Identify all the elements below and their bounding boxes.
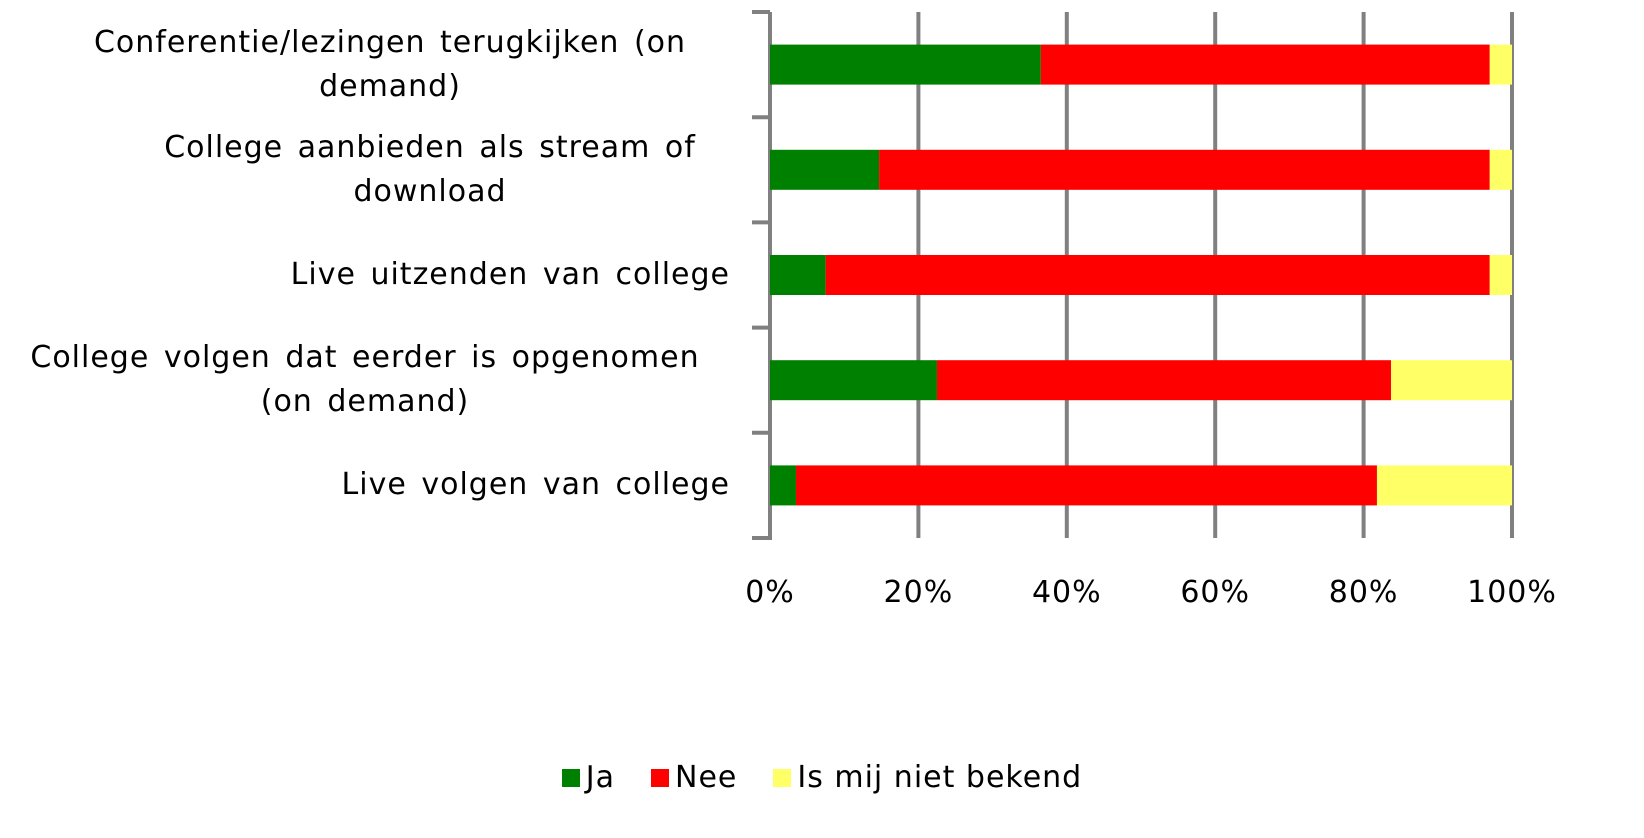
legend-swatch xyxy=(651,769,669,787)
legend-item: Nee xyxy=(651,760,737,795)
legend-label: Ja xyxy=(585,760,615,795)
bar-segment xyxy=(770,255,826,295)
bar-segment xyxy=(825,255,1490,295)
x-tick-label: 60% xyxy=(1180,575,1251,610)
category-label: College aanbieden als stream of download xyxy=(164,129,696,209)
x-tick-label: 100% xyxy=(1467,575,1557,610)
bar-segment xyxy=(1040,44,1490,85)
bar-segment xyxy=(1489,149,1512,190)
category-label: Conferentie/lezingen terugkijken (on dem… xyxy=(93,24,687,104)
legend-swatch xyxy=(561,769,580,787)
bar-segment xyxy=(770,465,796,506)
category-label: Live volgen van college xyxy=(341,467,730,503)
category-label: Live uitzenden van college xyxy=(290,257,730,292)
legend-label: Is mij niet bekend xyxy=(797,760,1083,795)
x-tick-label: 40% xyxy=(1031,575,1102,610)
legend: Ja Nee Is mij niet bekend xyxy=(0,760,1644,795)
bar-segment xyxy=(1489,255,1512,295)
x-tick-label: 20% xyxy=(883,575,954,610)
bar-segment xyxy=(770,360,937,401)
bar-segment xyxy=(1489,44,1512,85)
bar-segment xyxy=(795,465,1377,506)
x-tick-label: 0% xyxy=(745,575,795,610)
bar-segment xyxy=(1391,360,1512,401)
legend-label: Nee xyxy=(675,760,738,795)
legend-swatch xyxy=(773,769,792,787)
bar-segment xyxy=(1376,465,1512,506)
bar-segment xyxy=(770,44,1041,85)
x-tick-label: 80% xyxy=(1328,575,1399,610)
legend-item: Is mij niet bekend xyxy=(773,760,1082,795)
category-label: College volgen dat eerder is opgenomen (… xyxy=(30,340,700,420)
bar-segment xyxy=(936,360,1392,401)
bar-segment xyxy=(770,149,880,190)
legend-item: Ja xyxy=(561,760,615,795)
bar-segment xyxy=(879,149,1490,190)
